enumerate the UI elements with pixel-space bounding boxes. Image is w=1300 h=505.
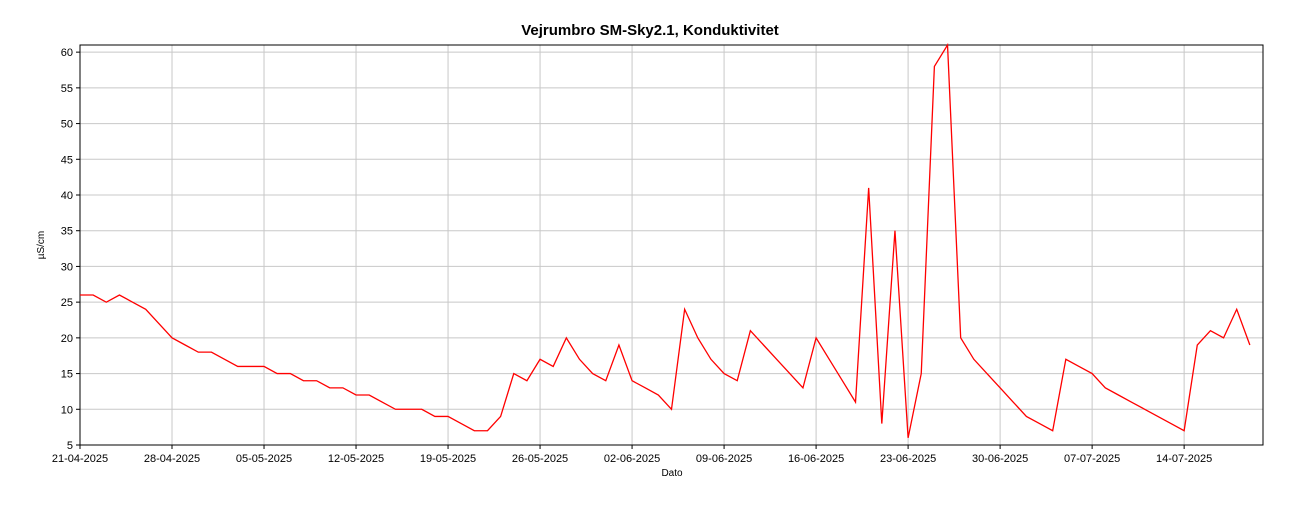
y-tick-label: 25: [61, 297, 73, 309]
y-tick-label: 50: [61, 119, 73, 131]
y-tick-label: 40: [61, 190, 73, 202]
x-tick-label: 16-06-2025: [788, 453, 844, 465]
x-tick-label: 07-07-2025: [1064, 453, 1120, 465]
y-tick-label: 45: [61, 154, 73, 166]
x-tick-label: 26-05-2025: [512, 453, 568, 465]
y-tick-label: 55: [61, 83, 73, 95]
x-tick-label: 12-05-2025: [328, 453, 384, 465]
x-tick-label: 23-06-2025: [880, 453, 936, 465]
y-tick-label: 60: [61, 47, 73, 59]
chart-title: Vejrumbro SM-Sky2.1, Konduktivitet: [521, 22, 779, 39]
x-tick-label: 05-05-2025: [236, 453, 292, 465]
y-tick-label: 5: [67, 440, 73, 452]
y-tick-label: 20: [61, 333, 73, 345]
x-tick-label: 30-06-2025: [972, 453, 1028, 465]
x-tick-label: 19-05-2025: [420, 453, 476, 465]
x-tick-label: 09-06-2025: [696, 453, 752, 465]
y-tick-label: 30: [61, 261, 73, 273]
y-tick-label: 35: [61, 226, 73, 238]
y-axis-label: µS/cm: [36, 231, 47, 260]
x-axis-label: Dato: [661, 468, 683, 479]
y-tick-label: 15: [61, 369, 73, 381]
data-line: [80, 42, 1251, 438]
x-tick-label: 21-04-2025: [52, 453, 108, 465]
x-tick-label: 14-07-2025: [1156, 453, 1212, 465]
y-tick-label: 10: [61, 404, 73, 416]
x-tick-label: 28-04-2025: [144, 453, 200, 465]
x-tick-label: 02-06-2025: [604, 453, 660, 465]
plot-frame: [79, 44, 1264, 446]
